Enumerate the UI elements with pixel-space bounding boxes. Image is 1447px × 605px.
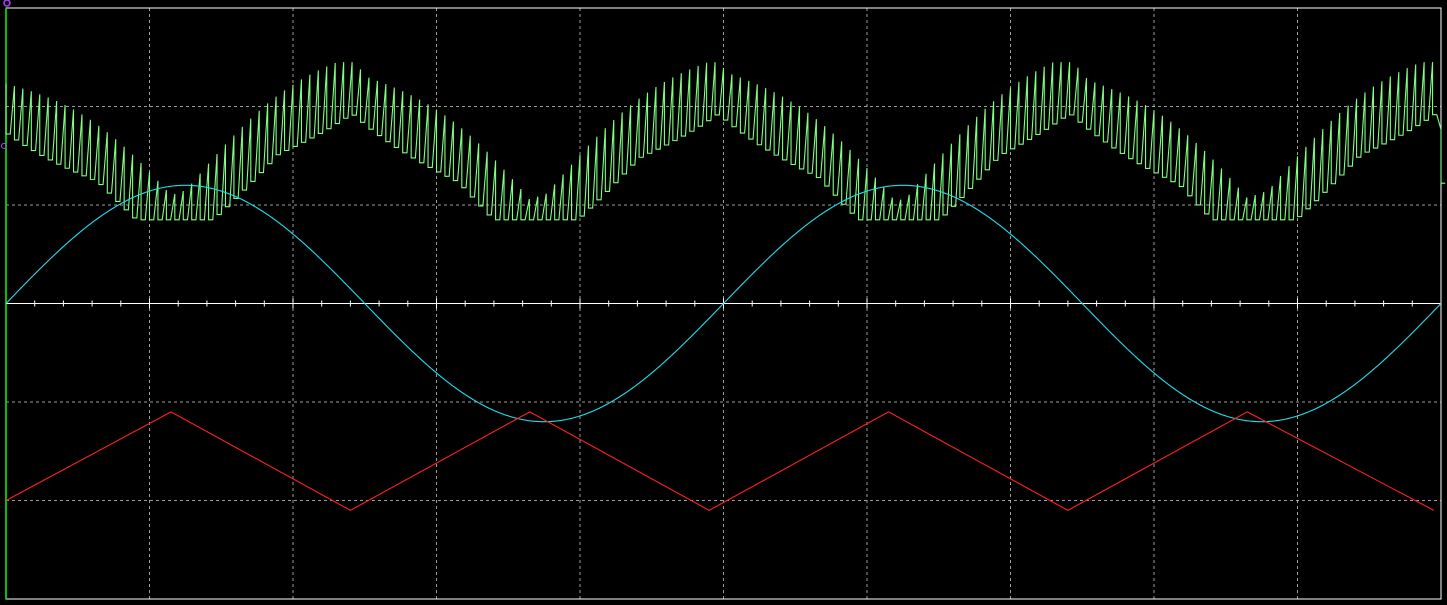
trace-green-pwm <box>5 62 1446 221</box>
traces <box>5 62 1446 511</box>
trigger-marker-icon <box>3 0 11 7</box>
trace-cyan-sine <box>5 184 1442 423</box>
channel-level-marker-icon <box>1 142 7 149</box>
trace-red-triangle <box>5 411 1435 511</box>
markers <box>1 0 11 149</box>
